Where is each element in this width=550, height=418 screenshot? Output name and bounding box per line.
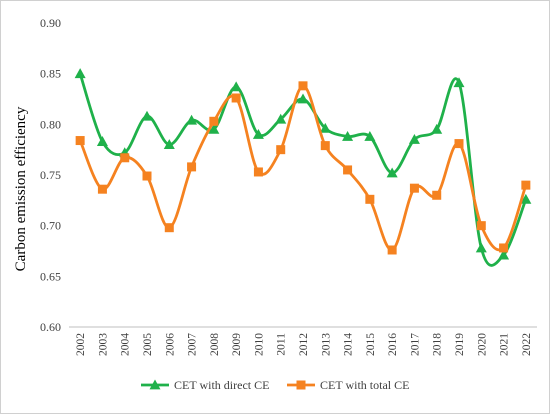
data-point	[253, 167, 263, 177]
data-point	[476, 221, 486, 231]
y-axis-label: Carbon emission efficiency	[13, 106, 29, 271]
y-tick-label: 0.70	[40, 219, 61, 233]
x-tick-label: 2006	[164, 333, 176, 356]
y-tick-label: 0.80	[40, 117, 61, 131]
data-point	[498, 249, 510, 260]
data-point	[343, 165, 353, 175]
data-point	[319, 122, 331, 133]
data-point	[365, 194, 375, 204]
x-tick-label: 2007	[187, 333, 199, 356]
series-direct-ce	[74, 68, 532, 267]
data-point	[475, 242, 487, 253]
data-point	[521, 180, 531, 190]
data-point	[364, 130, 376, 141]
y-tick-label: 0.90	[40, 16, 61, 30]
data-point	[231, 93, 241, 103]
series-total-ce	[75, 81, 531, 255]
x-tick-label: 2012	[298, 333, 310, 356]
x-tick-label: 2004	[120, 333, 132, 356]
data-point	[141, 110, 153, 121]
x-tick-label: 2008	[209, 333, 221, 356]
data-point	[187, 162, 197, 172]
x-tick-label: 2005	[142, 333, 154, 356]
data-point	[74, 68, 86, 79]
data-point	[432, 190, 442, 200]
legend-label: CET with direct CE	[174, 378, 269, 392]
data-point	[209, 116, 219, 126]
series-layer	[74, 68, 532, 267]
legend-item: CET with direct CE	[141, 378, 269, 392]
y-tick-label: 0.75	[40, 168, 61, 182]
x-tick-label: 2016	[387, 333, 399, 356]
legend-swatch-marker	[149, 379, 161, 390]
data-point	[97, 184, 107, 194]
data-point	[386, 167, 398, 178]
data-point	[454, 139, 464, 149]
data-point	[409, 183, 419, 193]
x-tick-label: 2018	[432, 333, 444, 356]
data-point	[164, 223, 174, 233]
legend: CET with direct CE CET with total CE	[141, 378, 409, 392]
data-point	[186, 114, 198, 125]
data-point	[320, 141, 330, 151]
data-point	[275, 113, 287, 124]
data-point	[75, 136, 85, 146]
data-point	[297, 93, 309, 104]
x-tick-label: 2009	[231, 333, 243, 356]
y-tick-label: 0.65	[40, 269, 61, 283]
x-tick-label: 2015	[365, 333, 377, 356]
x-tick-label: 2011	[276, 333, 288, 356]
y-axis: 0.60 0.65 0.70 0.75 0.80 0.85 0.90	[40, 16, 61, 334]
data-point	[298, 81, 308, 91]
x-tick-label: 2003	[97, 333, 109, 356]
data-point	[252, 128, 264, 139]
legend-swatch-marker	[296, 380, 306, 390]
data-point	[208, 123, 220, 134]
legend-item: CET with total CE	[287, 378, 409, 392]
x-axis: 2002 2003 2004 2005 2006 2007 2008 2009 2010 2011…	[69, 326, 537, 356]
x-tick-label: 2020	[476, 333, 488, 356]
y-tick-label: 0.60	[40, 320, 61, 334]
data-point	[96, 136, 108, 146]
data-point	[520, 193, 532, 204]
x-tick-label: 2017	[409, 333, 421, 356]
x-tick-label: 2021	[499, 333, 511, 356]
x-tick-label: 2002	[75, 333, 87, 356]
data-point	[342, 130, 354, 141]
x-tick-label: 2010	[253, 333, 265, 356]
data-point	[142, 171, 152, 181]
data-point	[499, 243, 509, 253]
x-tick-label: 2014	[343, 333, 355, 356]
x-tick-label: 2019	[454, 333, 466, 356]
data-point	[387, 245, 397, 255]
data-point	[431, 123, 443, 134]
y-tick-label: 0.85	[40, 67, 61, 81]
series-line	[78, 84, 528, 252]
data-point	[276, 145, 286, 155]
legend-label: CET with total CE	[320, 378, 409, 392]
data-point	[120, 153, 130, 163]
x-tick-label: 2022	[521, 333, 533, 356]
x-tick-label: 2013	[320, 333, 332, 356]
data-point	[408, 134, 420, 144]
data-point	[453, 77, 465, 88]
data-point	[230, 81, 242, 92]
data-point	[163, 139, 175, 149]
